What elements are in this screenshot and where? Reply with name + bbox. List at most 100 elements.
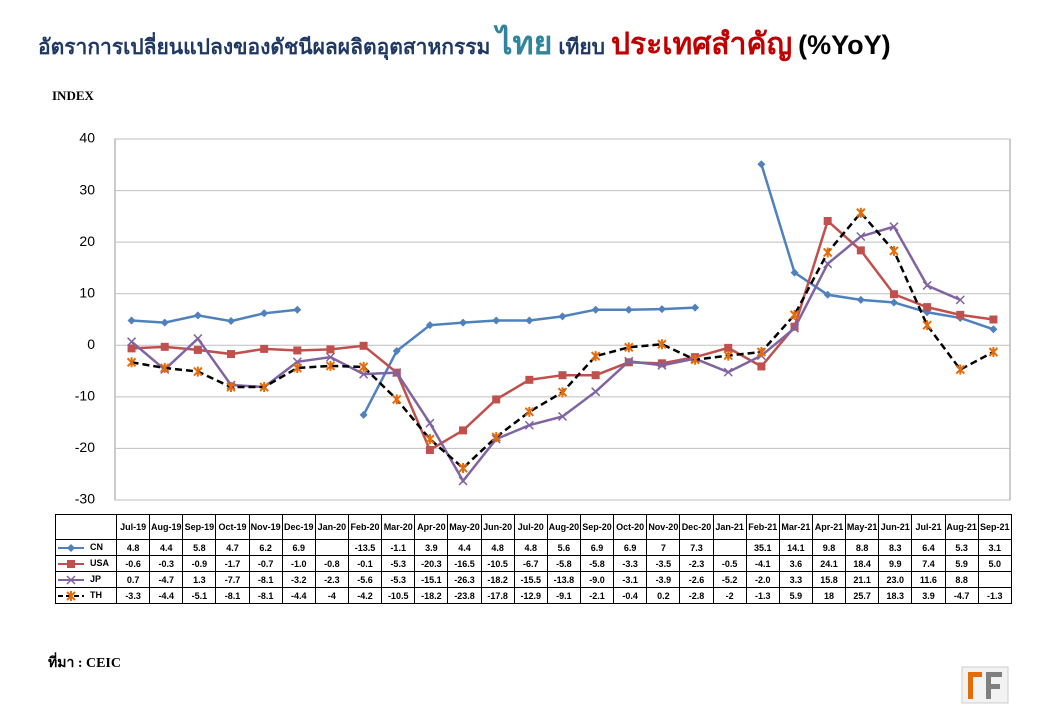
marker [260,344,269,353]
data-label: 9.8 [811,539,847,556]
marker [459,426,468,435]
data-label: -7.7 [215,571,250,588]
data-label: 1.3 [182,571,217,588]
data-label: -15.5 [513,571,548,588]
marker [425,434,435,445]
marker [989,325,998,334]
data-label: -8.1 [248,571,283,588]
data-label: 8.8 [845,539,880,556]
marker [923,303,932,312]
data-label: 25.7 [845,587,880,604]
legend-key [58,574,84,585]
marker [325,360,336,371]
data-label: -4.2 [347,587,383,604]
marker [227,317,236,326]
data-label: -10.5 [480,555,515,572]
data-label: 4.8 [115,539,151,556]
marker [492,395,501,404]
table-row: JP 0.7 -4.7 1.3 -7.7 -8.1 -3.2 -2.3 -5.6 -5.3 -15.… [55,571,1012,588]
legend-key [58,543,84,552]
marker [392,368,402,378]
marker [690,354,700,365]
marker [326,345,335,354]
data-label: -13.5 [347,539,383,556]
data-label: 3.9 [414,539,449,556]
data-label [314,539,349,556]
x-tick-label: Feb-21 [745,514,780,540]
marker [259,382,269,393]
marker [591,371,600,380]
marker [823,216,832,225]
data-label: 7 [646,539,681,556]
marker [359,341,368,350]
marker [723,350,733,361]
data-label: 7.4 [911,555,946,572]
x-tick-label: May-21 [845,514,880,540]
data-label [977,571,1012,588]
series-line [130,225,961,484]
data-label: -5.3 [381,571,416,588]
title-part: เทียบ [558,36,605,59]
data-label: 9.9 [878,555,913,572]
marker [889,298,898,307]
y-tick-label: 10 [79,284,95,300]
data-label: 5.0 [977,555,1012,572]
data-label: -9.1 [546,587,581,604]
legend-key [58,590,84,601]
data-label: 4.4 [447,539,482,556]
data-label: 18 [811,587,847,604]
x-tick-label: Aug-19 [149,514,184,540]
data-label: -3.1 [613,571,648,588]
data-label: -1.3 [745,587,780,604]
x-tick-label: Jul-21 [911,514,946,540]
marker [524,406,535,417]
data-label: -23.8 [447,587,482,604]
marker [193,345,202,354]
data-label: 35.1 [745,539,780,556]
data-label: -2.6 [679,571,714,588]
data-label: -9.0 [579,571,615,588]
x-tick-label: Sep-21 [977,514,1012,540]
data-label: 5.8 [182,539,217,556]
marker [67,559,75,568]
data-label: -4.1 [745,555,780,572]
data-label: -5.6 [347,571,383,588]
data-label: -17.8 [480,587,515,604]
data-label: -0.7 [248,555,283,572]
marker [724,343,733,352]
marker [591,387,601,397]
data-label: -1.1 [381,539,416,556]
data-label: 4.8 [480,539,515,556]
x-tick-label: Dec-19 [281,514,316,540]
x-tick-label: Oct-20 [613,514,648,540]
marker [856,246,865,255]
data-label: -8.1 [248,587,283,604]
data-label: 4.4 [149,539,184,556]
x-tick-label: Aug-21 [944,514,979,540]
marker [425,321,434,330]
data-label: -1.7 [215,555,250,572]
x-tick-label: Mar-20 [381,514,416,540]
data-label: 6.9 [579,539,615,556]
data-label: 3.6 [778,555,813,572]
data-label: -2.8 [679,587,714,604]
data-label: -0.8 [314,555,349,572]
x-tick-label: Jul-20 [513,514,548,540]
data-label: 11.6 [911,571,946,588]
data-label: -5.1 [182,587,217,604]
marker [989,315,998,324]
marker [823,290,832,299]
marker [260,309,269,318]
marker [889,245,899,256]
data-label: -0.5 [712,555,747,572]
x-tick-label: Sep-20 [579,514,615,540]
marker [292,362,303,373]
marker [856,295,865,304]
data-label: -3.3 [613,555,648,572]
marker [922,280,932,290]
marker [193,311,202,320]
marker [524,420,534,430]
data-label: -4.7 [149,571,184,588]
title-part: ไทย [496,25,553,61]
